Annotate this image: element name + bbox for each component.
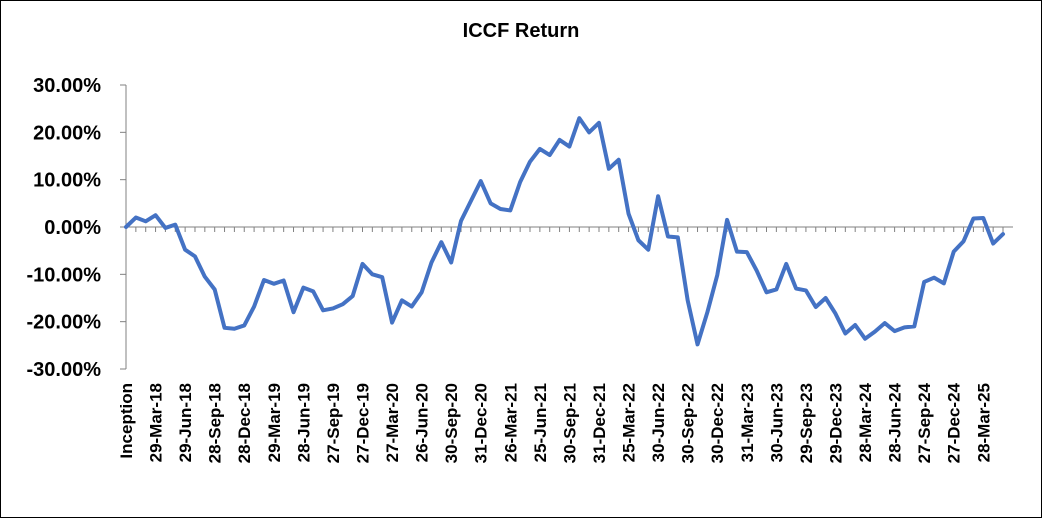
series-line — [124, 116, 1005, 347]
x-tick-label: Inception — [117, 383, 136, 459]
y-tick-label: 10.00% — [33, 170, 101, 192]
x-tick-label: 27-Sep-19 — [324, 383, 343, 463]
x-tick-label: 28-Dec-18 — [235, 383, 254, 463]
y-tick-label: 0.00% — [44, 217, 101, 239]
x-tick-label: 31-Dec-21 — [590, 383, 609, 463]
x-tick-label: 30-Dec-22 — [708, 383, 727, 463]
y-tick-label: 30.00% — [33, 75, 101, 97]
x-tick-label: 30-Sep-20 — [442, 383, 461, 463]
x-tick-label: 29-Jun-18 — [176, 383, 195, 462]
x-tick-label: 31-Dec-20 — [472, 383, 491, 463]
x-tick-label: 29-Mar-19 — [265, 383, 284, 462]
x-tick-label: 30-Jun-22 — [649, 383, 668, 462]
chart-title: ICCF Return — [462, 20, 580, 42]
x-tick-label: 29-Mar-18 — [147, 383, 166, 462]
x-tick-label: 28-Jun-19 — [294, 383, 313, 462]
y-tick-label: -30.00% — [27, 359, 102, 381]
y-axis-ticks: 30.00% 20.00% 10.00% 0.00% -10.00% -20.00% -30… — [27, 75, 102, 381]
x-tick-label: 26-Mar-21 — [501, 383, 520, 462]
x-tick-label: 30-Sep-21 — [560, 383, 579, 463]
x-tick-label: 27-Mar-20 — [383, 383, 402, 462]
chart-series — [124, 116, 1005, 347]
x-tick-label: 28-Mar-25 — [974, 383, 993, 462]
x-tick-label: 25-Jun-21 — [531, 383, 550, 462]
x-tick-label: 29-Sep-23 — [797, 383, 816, 463]
y-tick-label: 20.00% — [33, 122, 101, 144]
x-tick-label: 31-Mar-23 — [738, 383, 757, 462]
x-tick-label: 25-Mar-22 — [620, 383, 639, 462]
x-tick-label: 29-Dec-23 — [826, 383, 845, 463]
x-tick-label: 28-Mar-24 — [856, 382, 875, 462]
x-tick-label: 27-Sep-24 — [915, 382, 934, 463]
x-tick-label: 30-Jun-23 — [767, 383, 786, 462]
x-tick-label: 27-Dec-24 — [945, 382, 964, 463]
x-tick-label: 26-Jun-20 — [413, 383, 432, 462]
x-tick-label: 28-Sep-18 — [206, 383, 225, 463]
x-tick-label: 28-Jun-24 — [886, 382, 905, 462]
x-tick-label: 30-Sep-22 — [679, 383, 698, 463]
y-tick-label: -20.00% — [27, 312, 102, 334]
y-tick-label: -10.00% — [27, 264, 102, 286]
x-tick-label: 27-Dec-19 — [353, 383, 372, 463]
x-axis-ticks: Inception 29-Mar-18 29-Jun-18 28-Sep-18 28-D… — [117, 382, 993, 463]
